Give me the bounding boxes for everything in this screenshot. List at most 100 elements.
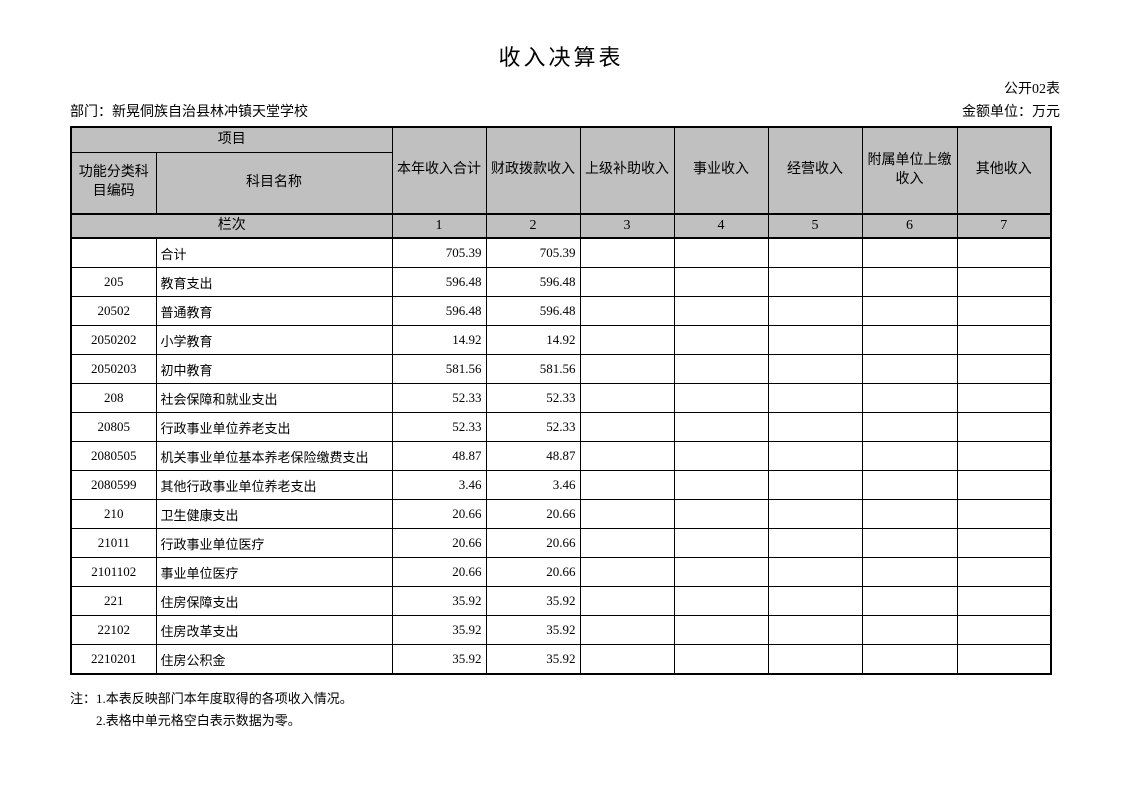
header-code-col: 功能分类科目编码 [70, 152, 157, 215]
value-cell [673, 644, 769, 675]
value-cell: 35.92 [391, 586, 487, 616]
value-cell [579, 267, 675, 297]
value-cell [956, 615, 1052, 645]
value-cell [956, 296, 1052, 326]
value-cell [767, 325, 863, 355]
value-cell [767, 499, 863, 529]
footnote-2: 2.表格中单元格空白表示数据为零。 [96, 713, 301, 728]
table-row: 合计 705.39 705.39 [70, 237, 1052, 268]
income-table: 项目 本年收入合计 财政拨款收入 上级补助收入 事业收入 经营收入 附属单位上缴… [70, 126, 1052, 675]
header-col-index-2: 2 [485, 213, 581, 239]
header-row-project: 项目 本年收入合计 财政拨款收入 上级补助收入 事业收入 经营收入 附属单位上缴… [70, 126, 1052, 215]
value-cell [956, 354, 1052, 384]
value-cell [956, 441, 1052, 471]
value-cell: 52.33 [485, 412, 581, 442]
table-row: 2050203 初中教育 581.56 581.56 [70, 354, 1052, 384]
value-cell [956, 267, 1052, 297]
subject-name-cell: 教育支出 [155, 267, 393, 297]
code-cell [70, 237, 157, 268]
value-cell: 20.66 [391, 528, 487, 558]
value-cell: 3.46 [391, 470, 487, 500]
value-cell [673, 267, 769, 297]
value-cell [956, 499, 1052, 529]
subject-name-cell: 小学教育 [155, 325, 393, 355]
subject-name-cell: 卫生健康支出 [155, 499, 393, 529]
subject-name-cell: 初中教育 [155, 354, 393, 384]
value-cell [579, 586, 675, 616]
value-cell [956, 586, 1052, 616]
value-cell [861, 383, 958, 413]
value-cell [579, 644, 675, 675]
code-cell: 205 [70, 267, 157, 297]
footnotes: 注：1.本表反映部门本年度取得的各项收入情况。 2.表格中单元格空白表示数据为零… [70, 688, 1122, 732]
header-col-business-income: 事业收入 [673, 126, 769, 215]
header-col-index-4: 4 [673, 213, 769, 239]
value-cell [579, 615, 675, 645]
subject-name-cell: 社会保障和就业支出 [155, 383, 393, 413]
value-cell: 48.87 [391, 441, 487, 471]
table-row: 221 住房保障支出 35.92 35.92 [70, 586, 1052, 616]
value-cell [579, 296, 675, 326]
subject-name-cell: 合计 [155, 237, 393, 268]
subject-name-cell: 事业单位医疗 [155, 557, 393, 587]
value-cell [861, 325, 958, 355]
header-col-operating-income: 经营收入 [767, 126, 863, 215]
value-cell: 14.92 [485, 325, 581, 355]
value-cell [673, 557, 769, 587]
code-cell: 2080599 [70, 470, 157, 500]
value-cell [579, 499, 675, 529]
header-col-subordinate-remittance: 附属单位上缴收入 [861, 126, 958, 215]
code-cell: 221 [70, 586, 157, 616]
value-cell [767, 528, 863, 558]
header-col-index-3: 3 [579, 213, 675, 239]
subject-name-cell: 住房公积金 [155, 644, 393, 675]
subject-name-cell: 行政事业单位养老支出 [155, 412, 393, 442]
value-cell [673, 499, 769, 529]
table-body: 合计 705.39 705.39 205 教育支出 596.48 596.48 20502 普通… [70, 237, 1052, 675]
value-cell [767, 412, 863, 442]
header-col-other-income: 其他收入 [956, 126, 1052, 215]
value-cell [767, 557, 863, 587]
value-cell [861, 354, 958, 384]
value-cell: 596.48 [391, 267, 487, 297]
value-cell [579, 412, 675, 442]
table-row: 21011 行政事业单位医疗 20.66 20.66 [70, 528, 1052, 558]
value-cell: 20.66 [391, 557, 487, 587]
header-col-fiscal-appropriation: 财政拨款收入 [485, 126, 581, 215]
value-cell: 705.39 [391, 237, 487, 268]
value-cell [861, 499, 958, 529]
code-cell: 2101102 [70, 557, 157, 587]
table-row: 20805 行政事业单位养老支出 52.33 52.33 [70, 412, 1052, 442]
value-cell [956, 470, 1052, 500]
code-cell: 2050203 [70, 354, 157, 384]
header-col-index-5: 5 [767, 213, 863, 239]
value-cell [579, 528, 675, 558]
value-cell [579, 237, 675, 268]
value-cell: 48.87 [485, 441, 581, 471]
value-cell [767, 470, 863, 500]
code-cell: 2210201 [70, 644, 157, 675]
value-cell [673, 470, 769, 500]
value-cell: 596.48 [485, 267, 581, 297]
value-cell [767, 237, 863, 268]
value-cell [579, 470, 675, 500]
value-cell [956, 412, 1052, 442]
header-row-subcolumns: 功能分类科目编码 科目名称 [70, 152, 1051, 215]
footnote-1: 注：1.本表反映部门本年度取得的各项收入情况。 [70, 691, 353, 706]
table-row: 2080505 机关事业单位基本养老保险缴费支出 48.87 48.87 [70, 441, 1052, 471]
value-cell [861, 237, 958, 268]
table-header: 项目 本年收入合计 财政拨款收入 上级补助收入 事业收入 经营收入 附属单位上缴… [70, 126, 1052, 239]
value-cell [673, 586, 769, 616]
value-cell [861, 470, 958, 500]
subject-name-cell: 住房改革支出 [155, 615, 393, 645]
table-row: 2210201 住房公积金 35.92 35.92 [70, 644, 1052, 675]
value-cell [956, 325, 1052, 355]
value-cell: 35.92 [485, 586, 581, 616]
value-cell: 20.66 [485, 528, 581, 558]
value-cell: 581.56 [391, 354, 487, 384]
value-cell [673, 615, 769, 645]
value-cell [767, 354, 863, 384]
value-cell [861, 557, 958, 587]
value-cell [579, 354, 675, 384]
value-cell [861, 615, 958, 645]
